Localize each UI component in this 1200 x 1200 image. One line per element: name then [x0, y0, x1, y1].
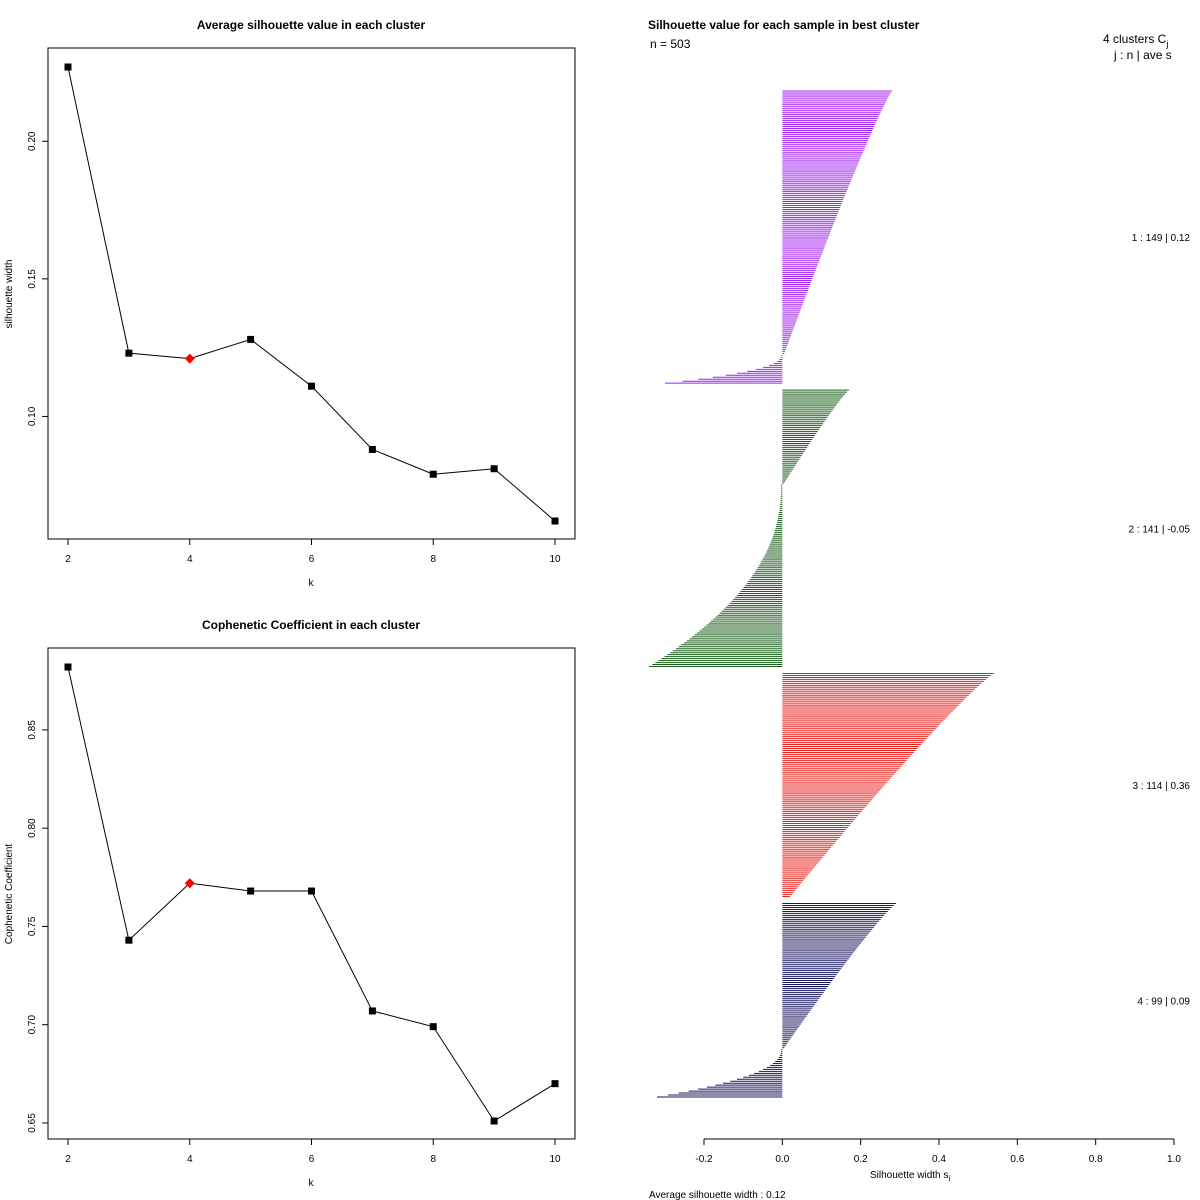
panel3-n-label: n = 503 — [650, 37, 691, 51]
panel1-xlabel: k — [309, 578, 315, 589]
panel2-x-axis: 2 4 6 8 10 — [65, 1138, 561, 1165]
panel2-ylabel: Cophenetic Coefficient — [4, 844, 15, 945]
panel3-xlabel-sub: i — [948, 1174, 950, 1183]
x-tick-label: 2 — [65, 554, 71, 565]
panel3-title: Silhouette value for each sample in best… — [648, 18, 920, 32]
y-tick-label: 0.80 — [27, 818, 38, 838]
panel2-series — [64, 663, 559, 1125]
panel1-ylabel: silhouette width — [4, 260, 15, 329]
data-point — [247, 335, 255, 343]
legend-header: 4 clusters Cj — [1103, 32, 1168, 49]
y-tick-label: 0.15 — [27, 269, 38, 289]
x-tick-label: 0.8 — [1089, 1154, 1103, 1165]
panel-silhouette-avg: Average silhouette value in each cluster… — [4, 18, 576, 589]
y-tick-label: 0.75 — [27, 916, 38, 936]
highlight-point — [184, 353, 195, 364]
series-line — [67, 66, 556, 522]
x-tick-label: 0.4 — [932, 1154, 946, 1165]
data-point — [125, 349, 133, 357]
panel3-footer: Average silhouette width : 0.12 — [649, 1190, 786, 1200]
x-tick-label: 0.0 — [775, 1154, 789, 1165]
x-tick-label: -0.2 — [695, 1154, 713, 1165]
x-tick-label: 8 — [430, 554, 436, 565]
y-tick-label: 0.10 — [27, 406, 38, 426]
panel1-series — [64, 63, 559, 525]
cluster-label: 4 : 99 | 0.09 — [1137, 996, 1190, 1007]
x-tick-label: 4 — [187, 554, 193, 565]
x-tick-label: 8 — [430, 1154, 436, 1165]
highlight-point — [184, 878, 195, 889]
panel3-cluster-labels: 1 : 149 | 0.12 2 : 141 | -0.05 3 : 114 | 0… — [1128, 233, 1190, 1007]
panel-silhouette-samples: Silhouette value for each sample in best… — [648, 18, 1190, 1200]
panel-cophenetic: Cophenetic Coefficient in each cluster k… — [4, 618, 576, 1189]
cluster-label: 1 : 149 | 0.12 — [1132, 233, 1191, 244]
data-point — [429, 470, 437, 478]
legend-header-sub: j — [1165, 39, 1168, 49]
data-point — [490, 1117, 498, 1125]
data-point — [490, 465, 498, 473]
data-point — [551, 517, 559, 525]
y-tick-label: 0.65 — [27, 1113, 38, 1133]
panel3-x-axis: -0.2 0.0 0.2 0.4 0.6 0.8 1.0 — [695, 1139, 1181, 1165]
panel3-xlabel-text: Silhouette width s — [870, 1170, 948, 1181]
x-tick-label: 0.6 — [1010, 1154, 1024, 1165]
x-tick-label: 10 — [549, 554, 561, 565]
y-tick-label: 0.85 — [27, 720, 38, 740]
legend-sub-header: j : n | ave s — [1113, 48, 1172, 62]
data-point — [308, 382, 315, 390]
legend-header-text: 4 clusters C — [1103, 32, 1167, 46]
x-tick-label: 6 — [309, 1154, 315, 1165]
y-tick-label: 0.70 — [27, 1015, 38, 1035]
data-point — [64, 63, 72, 71]
panel1-x-axis: 2 4 6 8 10 — [65, 538, 561, 565]
cluster-label: 2 : 141 | -0.05 — [1128, 524, 1190, 535]
panel1-title: Average silhouette value in each cluster — [197, 18, 426, 32]
panel1-y-axis: 0.10 0.15 0.20 — [27, 131, 49, 426]
data-point — [247, 887, 255, 895]
x-tick-label: 2 — [65, 1154, 71, 1165]
panel2-y-axis: 0.65 0.70 0.75 0.80 0.85 — [27, 720, 49, 1133]
data-point — [368, 445, 376, 453]
panel2-title: Cophenetic Coefficient in each cluster — [202, 618, 420, 632]
data-point — [64, 663, 72, 671]
data-point — [429, 1023, 437, 1031]
panel3-xlabel: Silhouette width si — [870, 1170, 950, 1183]
data-point — [368, 1007, 376, 1015]
panel2-xlabel: k — [309, 1178, 315, 1189]
y-tick-label: 0.20 — [27, 131, 38, 151]
data-point — [125, 936, 133, 944]
data-point — [308, 887, 315, 895]
x-tick-label: 4 — [187, 1154, 193, 1165]
x-tick-label: 0.2 — [854, 1154, 868, 1165]
cluster-label: 3 : 114 | 0.36 — [1133, 781, 1191, 792]
x-tick-label: 1.0 — [1167, 1154, 1181, 1165]
data-point — [551, 1080, 559, 1088]
panel3-bars — [649, 90, 994, 1098]
x-tick-label: 10 — [549, 1154, 561, 1165]
x-tick-label: 6 — [309, 554, 315, 565]
